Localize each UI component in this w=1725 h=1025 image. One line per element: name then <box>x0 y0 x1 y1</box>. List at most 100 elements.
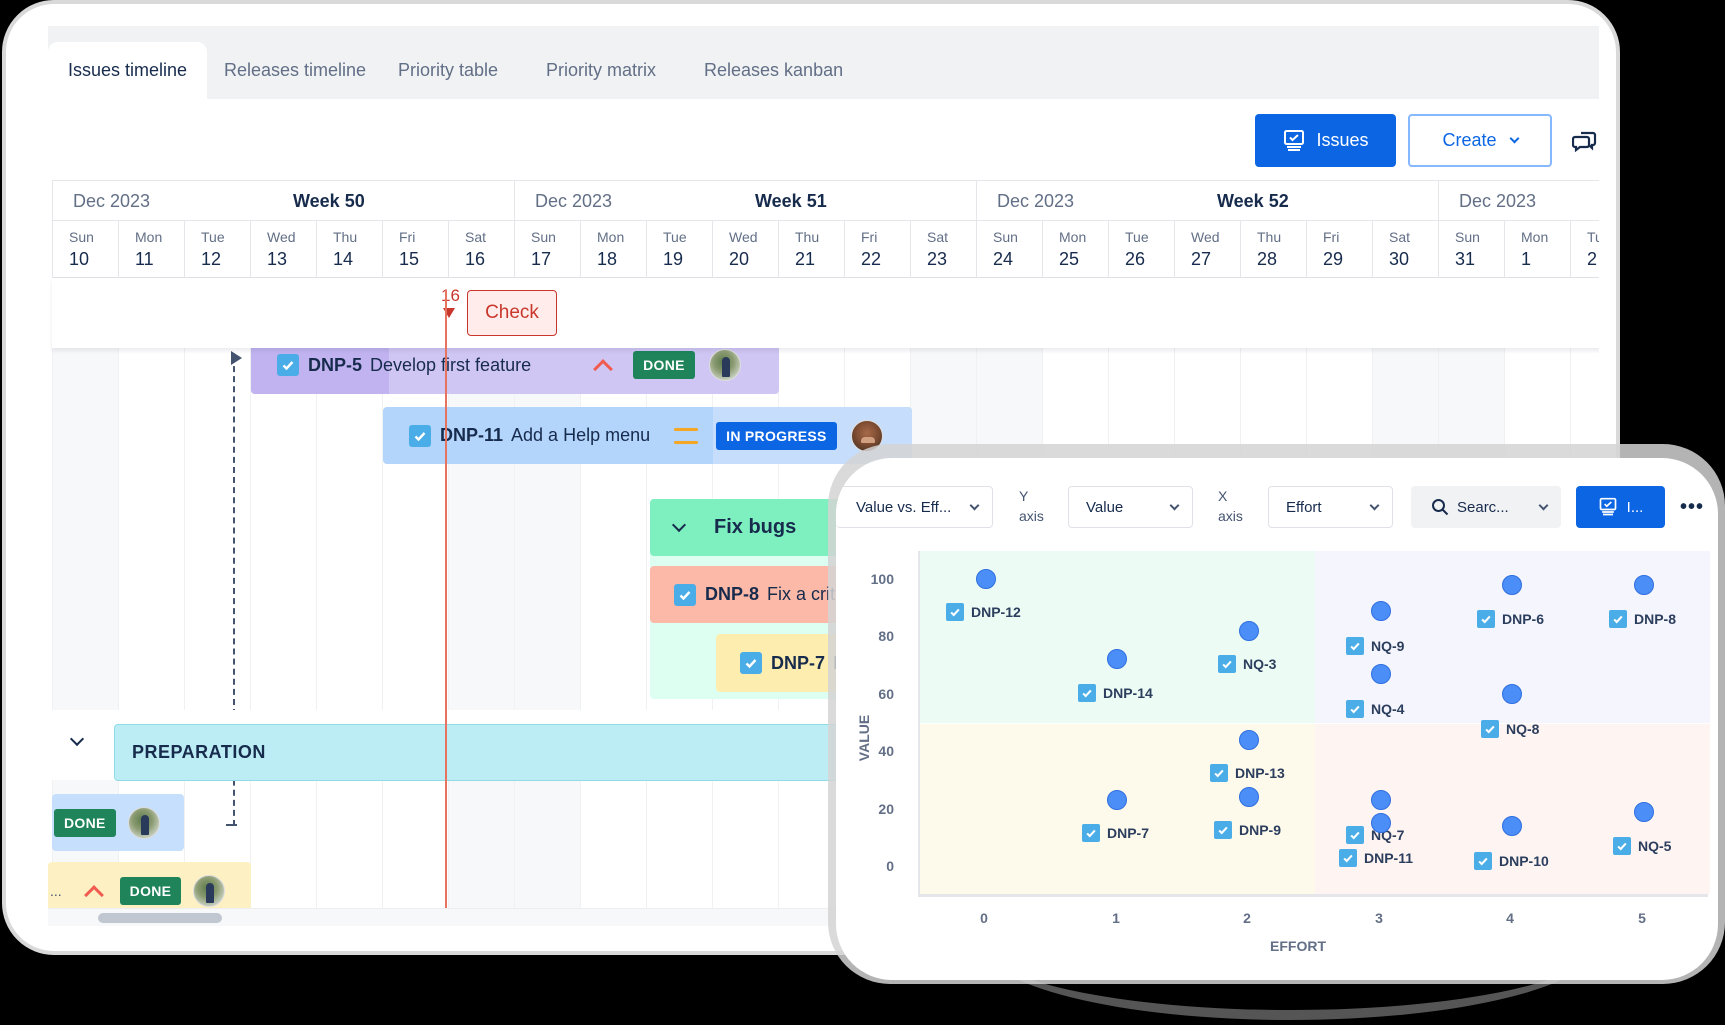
issue-bar-dnp-11[interactable]: DNP-11 Add a Help menu IN PROGRESS <box>383 407 912 464</box>
issues-button[interactable]: Issues <box>1255 114 1396 167</box>
day-number: 25 <box>1059 249 1080 269</box>
y-axis-title: VALUE <box>856 714 872 762</box>
tab-releases-timeline[interactable]: Releases timeline <box>224 60 367 80</box>
issue-bar-partial-1[interactable]: DONE <box>52 794 184 851</box>
y-axis-select-label: Y axis <box>1019 488 1044 524</box>
more-options-button[interactable]: ••• <box>1680 496 1705 518</box>
point-label[interactable]: DNP-13 <box>1210 764 1285 782</box>
point-label[interactable]: DNP-7 <box>1082 824 1149 842</box>
point-label[interactable]: DNP-11 <box>1339 849 1413 867</box>
point-label[interactable]: DNP-12 <box>946 603 1021 621</box>
point-nq-9[interactable] <box>1371 601 1391 621</box>
day-name: Sat <box>465 229 487 245</box>
search-dropdown[interactable]: Searc... <box>1411 486 1561 528</box>
priority-medium-icon <box>674 427 699 444</box>
day-column-header: Tue 19 <box>646 221 712 278</box>
y-tick: 100 <box>870 571 894 587</box>
point-dnp-12[interactable] <box>976 569 996 589</box>
issues-button[interactable]: I... <box>1576 486 1665 528</box>
check-marker[interactable]: Check <box>467 290 557 336</box>
point-label[interactable]: NQ-7 <box>1346 826 1404 844</box>
x-tick: 1 <box>1112 910 1120 926</box>
task-checkbox-icon <box>1214 821 1232 839</box>
point-label[interactable]: DNP-6 <box>1477 610 1544 628</box>
point-label[interactable]: DNP-14 <box>1078 684 1153 702</box>
day-column-header: Sun 10 <box>52 221 118 278</box>
task-checkbox-icon <box>1339 849 1357 867</box>
day-number: 19 <box>663 249 684 269</box>
dependency-line <box>226 824 237 826</box>
week-52-header: Dec 2023 Week 52 <box>976 181 1438 221</box>
point-label[interactable]: DNP-10 <box>1474 852 1549 870</box>
card-shadow <box>980 930 1600 1020</box>
view-select-dropdown[interactable]: Value vs. Eff... <box>836 486 993 528</box>
y-tick: 0 <box>886 858 894 874</box>
search-label: Searc... <box>1457 498 1509 516</box>
week-label: Week 52 <box>1217 191 1289 211</box>
point-nq-5[interactable] <box>1634 802 1654 822</box>
comments-button[interactable] <box>1570 126 1599 156</box>
x-tick: 3 <box>1375 910 1383 926</box>
x-axis-title: EFFORT <box>1270 938 1326 954</box>
point-dnp-9[interactable] <box>1239 787 1259 807</box>
today-date-label: 16 <box>441 286 460 305</box>
point-label[interactable]: DNP-8 <box>1609 610 1676 628</box>
priority-high-icon <box>593 359 613 371</box>
y-axis-dropdown[interactable]: Value <box>1068 486 1193 528</box>
day-name: Fri <box>1323 229 1340 245</box>
issue-key: DNP-8 <box>705 584 760 604</box>
day-column-header: Thu 28 <box>1240 221 1306 278</box>
priority-high-icon <box>84 885 104 897</box>
priority-matrix-window: Value vs. Eff... Y axis Value X axis Eff… <box>836 458 1718 980</box>
day-number: 29 <box>1323 249 1344 269</box>
issue-summary: Add a Help menu <box>511 425 651 445</box>
point-dnp-10[interactable] <box>1502 816 1522 836</box>
point-dnp-13[interactable] <box>1239 730 1259 750</box>
tab-priority-table[interactable]: Priority table <box>398 60 499 80</box>
point-label[interactable]: NQ-5 <box>1613 837 1671 855</box>
day-column-header: Sun 17 <box>514 221 580 278</box>
day-name: Sun <box>531 229 556 245</box>
point-label[interactable]: NQ-9 <box>1346 637 1404 655</box>
day-column-header: Wed 27 <box>1174 221 1240 278</box>
x-axis-dropdown[interactable]: Effort <box>1268 486 1393 528</box>
point-label[interactable]: NQ-8 <box>1481 720 1539 738</box>
day-column-header: Thu 21 <box>778 221 844 278</box>
tab-issues-timeline[interactable]: Issues timeline <box>48 42 208 99</box>
point-dnp-7[interactable] <box>1107 790 1127 810</box>
tab-priority-matrix[interactable]: Priority matrix <box>546 60 657 80</box>
day-column-header: Tue 2 <box>1570 221 1599 278</box>
point-dnp-11[interactable] <box>1371 813 1391 833</box>
week-label: Week 51 <box>755 191 827 211</box>
assignee-avatar <box>127 806 160 839</box>
day-name: Tue <box>201 229 225 245</box>
today-line <box>445 290 447 908</box>
day-name: Mon <box>1521 229 1549 245</box>
x-axis-select-label: X axis <box>1218 488 1243 524</box>
day-name: Sun <box>1455 229 1480 245</box>
day-name: Thu <box>795 229 820 245</box>
point-nq-3[interactable] <box>1239 621 1259 641</box>
create-button[interactable]: Create <box>1408 114 1552 167</box>
point-dnp-14[interactable] <box>1107 649 1127 669</box>
issues-monitor-icon <box>1599 497 1616 516</box>
y-axis-value: Value <box>1086 498 1124 516</box>
task-checkbox-icon <box>1218 655 1236 673</box>
chevron-down-icon[interactable] <box>671 517 687 532</box>
day-name: Sat <box>1389 229 1411 245</box>
point-label[interactable]: NQ-3 <box>1218 655 1276 673</box>
day-column-header: Thu 14 <box>316 221 382 278</box>
point-nq-8[interactable] <box>1502 684 1522 704</box>
status-badge: DONE <box>54 808 116 837</box>
scrollbar-thumb[interactable] <box>98 913 222 923</box>
day-name: Tue <box>1125 229 1149 245</box>
tab-releases-kanban[interactable]: Releases kanban <box>704 60 844 80</box>
point-label[interactable]: NQ-4 <box>1346 700 1404 718</box>
point-dnp-6[interactable] <box>1502 575 1522 595</box>
point-dnp-8[interactable] <box>1634 575 1654 595</box>
x-tick: 2 <box>1243 910 1251 926</box>
x-axis-value: Effort <box>1286 498 1322 516</box>
point-label[interactable]: DNP-9 <box>1214 821 1281 839</box>
point-nq-4[interactable] <box>1371 664 1391 684</box>
point-nq-7[interactable] <box>1371 790 1391 810</box>
